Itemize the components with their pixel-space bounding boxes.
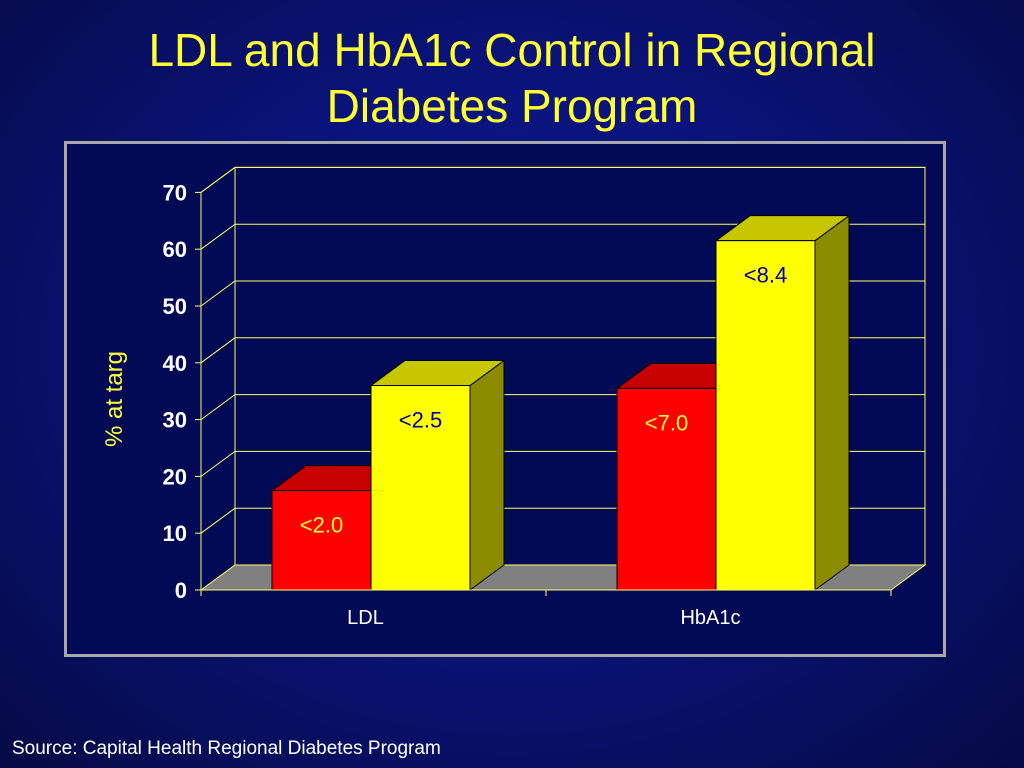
x-category-label: LDL (347, 607, 384, 629)
slide-title-line-1: LDL and HbA1c Control in Regional (148, 24, 876, 76)
bar-front-face (715, 240, 816, 591)
bar-data-label: <2.5 (399, 408, 442, 433)
gridline (200, 166, 925, 193)
y-tick-label: 60 (163, 237, 187, 262)
y-tick-label: 20 (163, 464, 187, 489)
bar-front-face (370, 385, 471, 591)
x-category-label: HbA1c (680, 607, 740, 629)
bar: <2.5 (369, 359, 506, 591)
y-axis-label: % at targ (101, 351, 128, 447)
gridline (200, 223, 925, 250)
bar: <8.4 (714, 214, 851, 591)
chart-bars: <2.0 <2.5 <7.0 <8.4 (270, 214, 851, 591)
chart-axes: 0 10 20 30 40 50 60 70 LDL HbA1c (163, 180, 892, 629)
bar-front-face (271, 490, 372, 591)
slide-title-line-2: Diabetes Program (326, 80, 698, 132)
y-tick-label: 40 (163, 351, 187, 376)
y-tick-label: 0 (175, 578, 187, 603)
bar-data-label: <2.0 (300, 513, 343, 538)
bar-front-face (616, 387, 717, 591)
bar-side-face (469, 359, 505, 591)
y-tick-label: 30 (163, 408, 187, 433)
gridline (200, 280, 925, 307)
bar-chart: <2.0 <2.5 <7.0 <8.4 0 10 20 30 40 50 60 70 LDL HbA1c… (101, 166, 927, 629)
source-note: Source: Capital Health Regional Diabetes… (12, 738, 441, 759)
y-tick-label: 70 (163, 180, 187, 205)
bar-side-face (814, 214, 850, 591)
chart-panel: <2.0 <2.5 <7.0 <8.4 0 10 20 30 40 50 60 70 LDL HbA1c… (64, 141, 946, 657)
y-tick-label: 50 (163, 294, 187, 319)
y-tick-label: 10 (163, 521, 187, 546)
bar-data-label: <8.4 (744, 263, 787, 288)
gridline (200, 337, 925, 364)
bar-data-label: <7.0 (645, 410, 688, 435)
slide-title: LDL and HbA1c Control in Regional Diabet… (0, 22, 1024, 134)
